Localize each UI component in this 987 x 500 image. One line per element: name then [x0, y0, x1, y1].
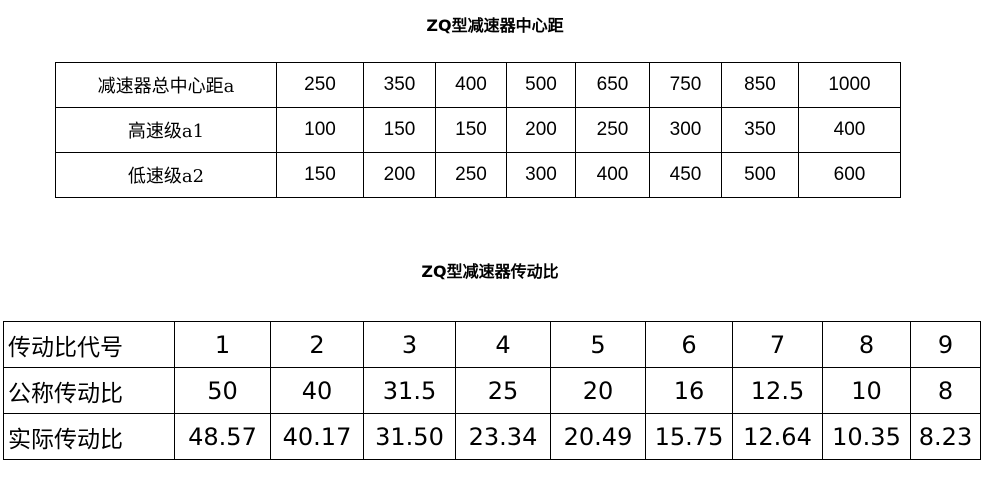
table-cell: 8 — [822, 321, 911, 368]
table-cell: 1 — [174, 321, 271, 368]
table-cell: 5 — [550, 321, 646, 368]
table-row: 低速级a2 150 200 250 300 400 450 500 600 — [55, 152, 901, 198]
table-cell: 400 — [798, 107, 901, 153]
table-cell: 300 — [649, 107, 722, 153]
table-cell: 2 — [270, 321, 364, 368]
row-header: 公称传动比 — [3, 367, 175, 414]
table-row: 实际传动比 48.57 40.17 31.50 23.34 20.49 15.75 12.64… — [3, 413, 981, 460]
table-cell: 20 — [550, 367, 646, 414]
table-cell: 150 — [363, 107, 436, 153]
table-cell: 31.5 — [363, 367, 456, 414]
table-cell: 450 — [649, 152, 722, 198]
table-row: 公称传动比 50 40 31.5 25 20 16 12.5 10 8 — [3, 367, 981, 414]
table-cell: 15.75 — [645, 413, 733, 460]
table-cell: 850 — [721, 62, 799, 108]
row-header: 低速级a2 — [55, 152, 277, 198]
table-cell: 25 — [455, 367, 551, 414]
table-cell: 3 — [363, 321, 456, 368]
transmission-ratio-title: ZQ型减速器传动比 — [421, 262, 559, 281]
table-cell: 400 — [575, 152, 650, 198]
table-cell: 50 — [174, 367, 271, 414]
table-cell: 12.5 — [732, 367, 823, 414]
center-distance-title: ZQ型减速器中心距 — [426, 16, 564, 35]
table-cell: 650 — [575, 62, 650, 108]
table-cell: 16 — [645, 367, 733, 414]
row-header: 高速级a1 — [55, 107, 277, 153]
table-cell: 20.49 — [550, 413, 646, 460]
center-distance-table: 减速器总中心距a 250 350 400 500 650 750 850 1000 高速级a1 10… — [55, 62, 901, 198]
table-cell: 40 — [270, 367, 364, 414]
table-cell: 48.57 — [174, 413, 271, 460]
table-cell: 350 — [363, 62, 436, 108]
table-cell: 250 — [435, 152, 507, 198]
table-row: 传动比代号 1 2 3 4 5 6 7 8 9 — [3, 321, 981, 368]
table-cell: 350 — [721, 107, 799, 153]
table-cell: 600 — [798, 152, 901, 198]
table-row: 减速器总中心距a 250 350 400 500 650 750 850 1000 — [55, 62, 901, 108]
table-cell: 7 — [732, 321, 823, 368]
table-cell: 250 — [276, 62, 364, 108]
table-row: 高速级a1 100 150 150 200 250 300 350 400 — [55, 107, 901, 153]
table-cell: 6 — [645, 321, 733, 368]
table-cell: 9 — [910, 321, 981, 368]
table-cell: 750 — [649, 62, 722, 108]
table-cell: 1000 — [798, 62, 901, 108]
table-cell: 150 — [276, 152, 364, 198]
table-cell: 10 — [822, 367, 911, 414]
table-cell: 250 — [575, 107, 650, 153]
table-cell: 31.50 — [363, 413, 456, 460]
table-cell: 150 — [435, 107, 507, 153]
table-cell: 40.17 — [270, 413, 364, 460]
table-cell: 100 — [276, 107, 364, 153]
table-cell: 12.64 — [732, 413, 823, 460]
table-cell: 4 — [455, 321, 551, 368]
transmission-ratio-table: 传动比代号 1 2 3 4 5 6 7 8 9 公称传动比 50 40 31.5 25 20 16 12.5 10 8… — [3, 321, 981, 460]
table-cell: 200 — [363, 152, 436, 198]
table-cell: 400 — [435, 62, 507, 108]
table-cell: 8.23 — [910, 413, 981, 460]
row-header: 实际传动比 — [3, 413, 175, 460]
table-cell: 23.34 — [455, 413, 551, 460]
table-cell: 200 — [506, 107, 576, 153]
table-cell: 500 — [506, 62, 576, 108]
row-header: 减速器总中心距a — [55, 62, 277, 108]
table-cell: 500 — [721, 152, 799, 198]
table-cell: 8 — [910, 367, 981, 414]
row-header: 传动比代号 — [3, 321, 175, 368]
table-cell: 10.35 — [822, 413, 911, 460]
table-cell: 300 — [506, 152, 576, 198]
